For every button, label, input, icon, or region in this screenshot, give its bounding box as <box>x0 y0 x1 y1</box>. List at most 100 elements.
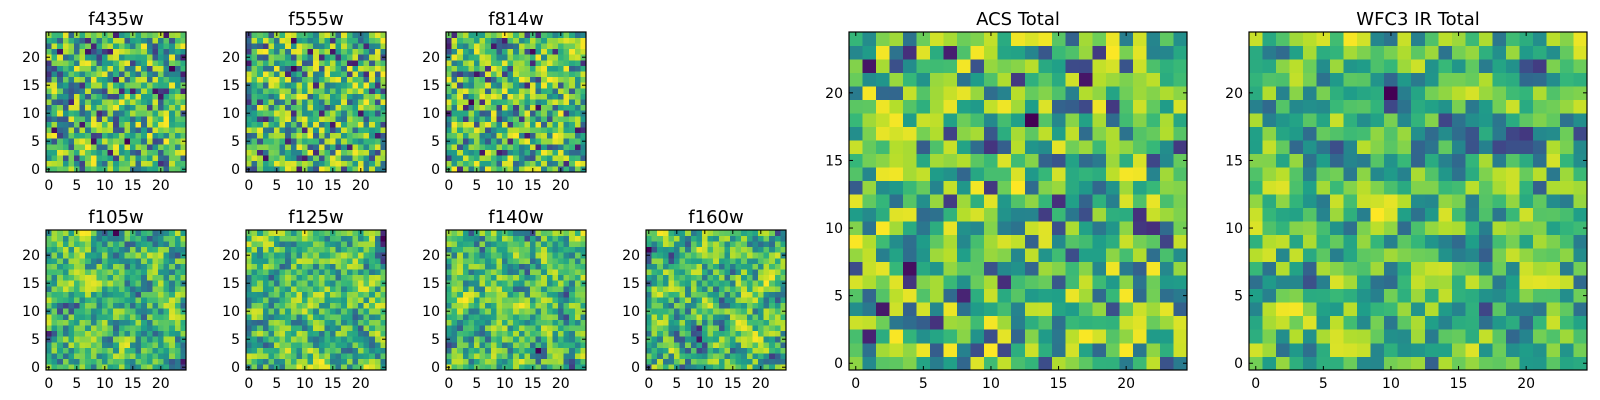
heatmap-cell <box>79 353 86 360</box>
heatmap-cell <box>679 274 686 281</box>
heatmap-cell <box>268 116 275 122</box>
heatmap-cell <box>363 93 370 100</box>
heatmap-cell <box>485 280 492 287</box>
heatmap-cell <box>651 336 658 343</box>
heatmap-cell <box>1173 261 1188 276</box>
heatmap-cell <box>251 88 258 94</box>
heatmap-cell <box>135 353 142 360</box>
heatmap-cell <box>96 60 103 66</box>
heatmap-cell <box>558 314 564 320</box>
heatmap-cell <box>169 32 176 38</box>
heatmap-cell <box>274 291 280 298</box>
heatmap-cell <box>457 263 464 270</box>
heatmap-cell <box>563 48 570 55</box>
heatmap-cell <box>889 180 904 195</box>
heatmap-cell <box>518 269 525 276</box>
heatmap-cell <box>124 235 131 242</box>
heatmap-cell <box>358 37 364 44</box>
heatmap-cell <box>290 76 297 83</box>
heatmap-cell <box>541 280 548 287</box>
heatmap-cell <box>524 314 531 320</box>
heatmap-cell <box>997 275 1012 290</box>
heatmap-cell <box>262 358 269 365</box>
heatmap-cell <box>668 319 675 326</box>
heatmap-cell <box>569 99 576 106</box>
heatmap-cell <box>530 319 536 326</box>
heatmap-cell <box>507 235 514 242</box>
heatmap-cell <box>451 280 458 287</box>
heatmap-cell <box>68 297 75 304</box>
heatmap-cell <box>563 364 570 371</box>
heatmap-cell <box>141 330 148 337</box>
heatmap-cell <box>446 71 452 78</box>
heatmap-cell <box>274 37 280 44</box>
heatmap-cell <box>518 127 525 134</box>
heatmap-cell <box>141 37 148 44</box>
heatmap-cell <box>180 325 187 332</box>
heatmap-cell <box>462 269 469 276</box>
heatmap-cell <box>1092 261 1107 276</box>
heatmap-cell <box>352 88 359 94</box>
heatmap-cell <box>1119 342 1134 357</box>
heatmap-cell <box>85 274 92 281</box>
heatmap-cell <box>496 32 503 38</box>
heatmap-cell <box>457 127 464 134</box>
heatmap-cell <box>380 314 387 320</box>
heatmap-cell <box>62 241 69 248</box>
heatmap-cell <box>74 336 80 343</box>
heatmap-cell <box>696 280 703 287</box>
heatmap-cell <box>251 230 258 236</box>
heatmap-cell <box>679 263 686 270</box>
heatmap-cell <box>62 82 69 89</box>
heatmap-cell <box>674 269 680 276</box>
heatmap-cell <box>1011 167 1026 182</box>
heatmap-cell <box>285 347 292 354</box>
heatmap-cell <box>285 269 292 276</box>
heatmap-cell <box>46 297 52 304</box>
heatmap-cell <box>518 246 525 253</box>
heatmap-cell <box>358 291 364 298</box>
heatmap-cell <box>490 246 497 253</box>
heatmap-cell <box>580 104 587 111</box>
heatmap-cell <box>163 155 170 162</box>
heatmap-cell <box>46 160 52 167</box>
heatmap-cell <box>158 110 164 117</box>
heatmap-cell <box>68 127 75 134</box>
heatmap-cell <box>380 319 387 326</box>
heatmap-cell <box>1105 221 1120 236</box>
heatmap-cell <box>180 71 187 78</box>
heatmap-cell <box>713 274 720 281</box>
heatmap-cell <box>496 138 503 145</box>
heatmap-cell <box>363 263 370 270</box>
heatmap-cell <box>285 82 292 89</box>
heatmap-cell <box>318 241 325 248</box>
heatmap-cell <box>251 54 258 61</box>
heatmap-cell <box>318 48 325 55</box>
heatmap-cell <box>758 319 764 326</box>
heatmap-cell <box>462 297 469 304</box>
heatmap-cell <box>285 280 292 287</box>
heatmap-cell <box>313 138 320 145</box>
heatmap-cell <box>62 54 69 61</box>
heatmap-cell <box>107 280 114 287</box>
heatmap-cell <box>690 291 697 298</box>
heatmap-cell <box>68 32 75 38</box>
heatmap-cell <box>262 235 269 242</box>
heatmap-cell <box>997 261 1012 276</box>
heatmap-cell <box>352 71 359 78</box>
heatmap-cell <box>502 302 508 309</box>
heatmap-cell <box>324 155 331 162</box>
heatmap-cell <box>957 329 971 344</box>
heatmap-cell <box>113 302 120 309</box>
heatmap-cell <box>369 286 376 292</box>
heatmap-cell <box>358 269 364 276</box>
heatmap-cell <box>502 121 508 128</box>
heatmap-cell <box>335 364 342 371</box>
heatmap-cell <box>690 353 697 360</box>
heatmap-cell <box>102 37 108 44</box>
heatmap-cell <box>174 71 181 78</box>
heatmap-cell <box>735 252 742 259</box>
heatmap-cell <box>479 230 486 236</box>
heatmap-cell <box>51 364 58 371</box>
heatmap-cell <box>679 286 686 292</box>
